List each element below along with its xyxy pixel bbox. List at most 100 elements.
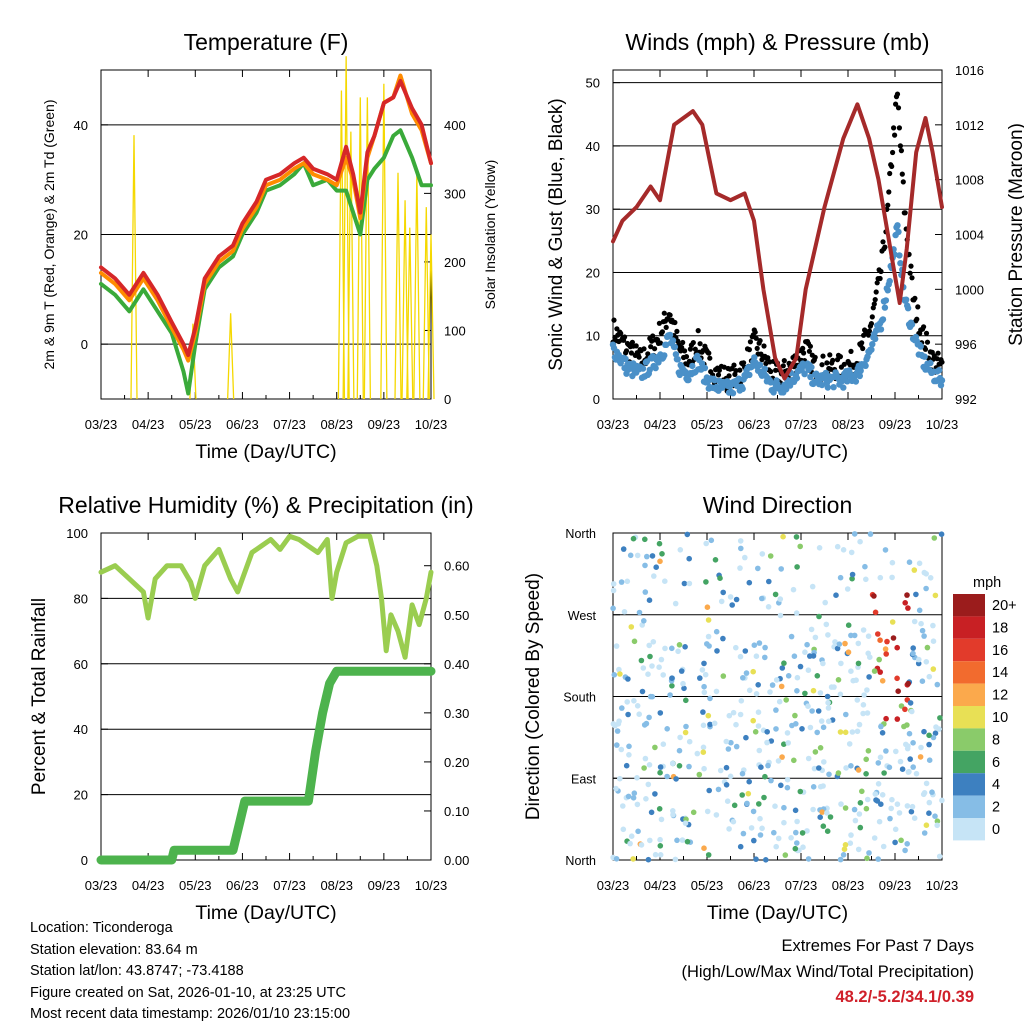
direction-point xyxy=(758,764,764,770)
y-right-tick-label: 1004 xyxy=(955,228,984,243)
direction-point xyxy=(766,578,772,585)
wind-point xyxy=(756,361,764,369)
direction-point xyxy=(672,600,679,607)
solar-spike xyxy=(422,207,430,400)
direction-point xyxy=(905,680,911,687)
direction-point xyxy=(815,708,822,714)
y-right-tick-label: 0.60 xyxy=(444,559,469,574)
direction-point xyxy=(810,806,816,813)
direction-point xyxy=(930,666,937,672)
gust-point xyxy=(682,348,688,354)
gust-point xyxy=(648,344,654,350)
direction-point xyxy=(669,645,675,652)
direction-point xyxy=(618,579,625,585)
direction-point xyxy=(642,589,649,595)
direction-point xyxy=(627,552,634,559)
gust-point xyxy=(768,368,774,375)
direction-point xyxy=(744,800,750,807)
direction-point xyxy=(929,789,935,795)
direction-point xyxy=(727,773,734,780)
direction-point xyxy=(647,653,653,660)
direction-point xyxy=(844,586,851,592)
extremes-title: Extremes For Past 7 Days xyxy=(781,937,974,955)
wind-point xyxy=(856,372,863,380)
direction-point xyxy=(805,667,812,673)
gust-point xyxy=(923,330,930,336)
direction-point xyxy=(863,771,869,777)
direction-point xyxy=(886,764,893,771)
direction-point xyxy=(887,815,893,822)
direction-point xyxy=(812,749,819,755)
direction-point xyxy=(764,739,770,746)
gust-point xyxy=(897,143,904,149)
direction-point xyxy=(822,599,828,606)
direction-point xyxy=(883,715,889,722)
direction-point xyxy=(737,711,744,718)
direction-point xyxy=(835,677,842,683)
direction-point xyxy=(657,769,663,776)
y-tick-label: West xyxy=(568,609,597,623)
direction-point xyxy=(856,811,863,817)
direction-point xyxy=(817,745,824,751)
gust-point xyxy=(872,297,878,303)
direction-point xyxy=(911,618,918,625)
direction-point xyxy=(681,685,687,692)
direction-point xyxy=(857,800,864,806)
gust-point xyxy=(873,289,879,295)
direction-point xyxy=(897,758,904,765)
wind-point xyxy=(908,321,916,328)
gust-point xyxy=(706,350,712,356)
direction-point xyxy=(776,698,783,705)
direction-point xyxy=(778,566,784,572)
pressure-line xyxy=(611,102,944,381)
gust-point xyxy=(820,353,826,359)
wind-point xyxy=(674,356,681,363)
gust-point xyxy=(752,329,758,335)
direction-point xyxy=(864,710,871,716)
gust-point xyxy=(915,304,921,310)
direction-point xyxy=(910,650,916,657)
direction-point xyxy=(894,644,900,651)
gust-point xyxy=(754,345,760,351)
gust-point xyxy=(680,339,686,346)
colorbar-swatch xyxy=(953,728,985,751)
direction-point xyxy=(730,709,737,716)
direction-point xyxy=(860,710,866,717)
direction-point xyxy=(809,708,815,714)
direction-point xyxy=(773,843,779,850)
gust-point xyxy=(874,280,880,286)
direction-point xyxy=(742,648,749,654)
direction-point xyxy=(669,683,675,689)
y-right-tick-label: 1000 xyxy=(955,282,984,297)
direction-point xyxy=(686,738,693,745)
direction-point xyxy=(672,856,679,863)
direction-point xyxy=(833,592,839,598)
colorbar-label: 20+ xyxy=(992,598,1017,614)
direction-point xyxy=(807,724,814,731)
direction-point xyxy=(845,649,852,655)
direction-point xyxy=(777,612,784,619)
gust-point xyxy=(899,171,905,177)
direction-point xyxy=(676,642,683,648)
y-axis-label: Sonic Wind & Gust (Blue, Black) xyxy=(546,98,567,370)
direction-point xyxy=(921,728,927,735)
direction-point xyxy=(785,740,791,746)
wind-point xyxy=(661,352,668,359)
direction-point xyxy=(696,771,703,778)
gust-point xyxy=(773,367,779,373)
direction-point xyxy=(768,777,774,784)
direction-point xyxy=(921,633,927,639)
direction-point xyxy=(906,768,912,775)
direction-point xyxy=(762,644,768,651)
direction-point xyxy=(646,762,653,768)
direction-point xyxy=(676,747,683,754)
direction-point xyxy=(930,638,937,644)
gust-point xyxy=(656,320,663,326)
direction-point xyxy=(849,575,855,582)
direction-point xyxy=(686,580,693,587)
wind-point xyxy=(793,374,801,382)
gust-point xyxy=(895,105,902,111)
wind-point xyxy=(877,326,885,333)
direction-point xyxy=(855,640,862,647)
wind-point xyxy=(895,228,902,236)
